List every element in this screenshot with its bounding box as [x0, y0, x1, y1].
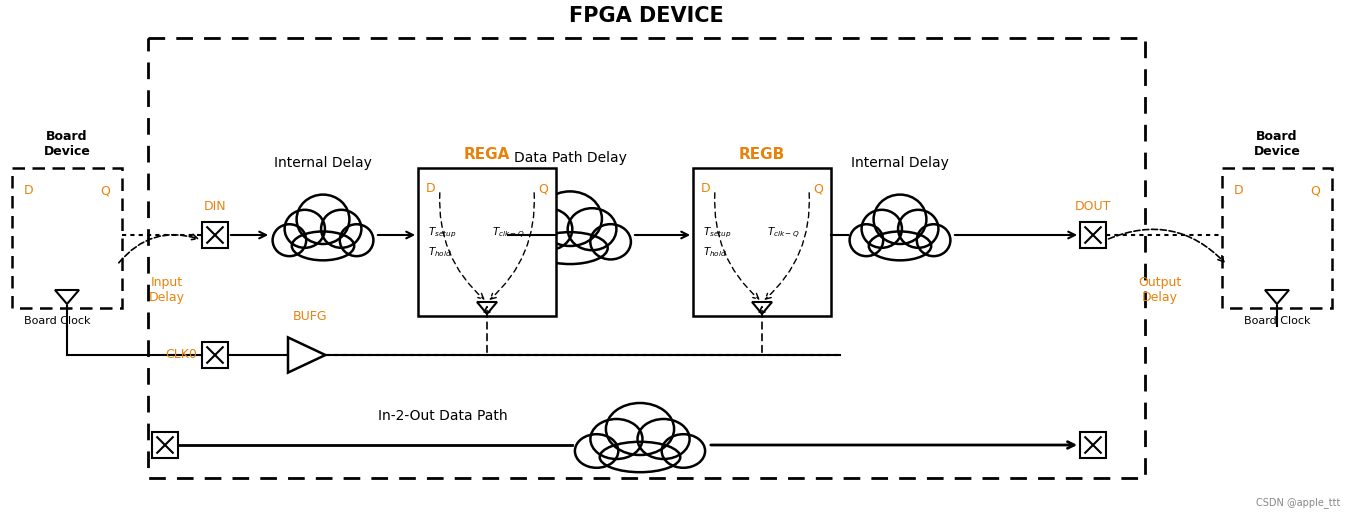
Ellipse shape — [285, 210, 325, 248]
Ellipse shape — [590, 224, 630, 260]
Text: D: D — [24, 184, 34, 197]
Ellipse shape — [861, 210, 902, 248]
Ellipse shape — [599, 442, 680, 472]
Ellipse shape — [662, 434, 705, 468]
Bar — [148, 38, 1145, 478]
Text: Input
Delay: Input Delay — [148, 276, 185, 304]
Text: $T_{setup}$: $T_{setup}$ — [703, 226, 732, 240]
Text: D: D — [701, 182, 710, 195]
Ellipse shape — [873, 195, 926, 244]
Ellipse shape — [606, 403, 674, 455]
Text: Data Path Delay: Data Path Delay — [513, 151, 626, 165]
Ellipse shape — [340, 224, 374, 256]
Text: FPGA DEVICE: FPGA DEVICE — [570, 6, 724, 26]
Text: $T_{hold}$: $T_{hold}$ — [428, 245, 452, 259]
Ellipse shape — [869, 221, 931, 255]
Ellipse shape — [321, 210, 362, 248]
Text: CSDN @apple_ttt: CSDN @apple_ttt — [1256, 497, 1341, 508]
Bar — [202, 222, 228, 248]
Ellipse shape — [637, 419, 690, 459]
Ellipse shape — [539, 191, 602, 246]
Ellipse shape — [575, 434, 618, 468]
Text: Board: Board — [1257, 130, 1297, 143]
Text: CLK0: CLK0 — [165, 348, 197, 362]
Ellipse shape — [273, 224, 306, 256]
Text: DIN: DIN — [204, 200, 227, 213]
Bar — [153, 432, 178, 458]
Ellipse shape — [898, 210, 938, 248]
Ellipse shape — [532, 232, 608, 264]
Text: Internal Delay: Internal Delay — [850, 156, 949, 170]
Polygon shape — [288, 337, 325, 373]
Bar — [202, 342, 228, 368]
Bar — [12, 168, 122, 308]
Ellipse shape — [524, 208, 572, 250]
Ellipse shape — [292, 232, 354, 261]
Ellipse shape — [917, 224, 950, 256]
Text: Board Clock: Board Clock — [24, 316, 90, 326]
Text: Device: Device — [43, 145, 90, 158]
Text: REGA: REGA — [464, 147, 510, 162]
Ellipse shape — [869, 232, 931, 261]
Ellipse shape — [509, 224, 549, 260]
Ellipse shape — [590, 419, 643, 459]
Ellipse shape — [292, 221, 354, 255]
Text: $T_{hold}$: $T_{hold}$ — [703, 245, 728, 259]
Text: In-2-Out Data Path: In-2-Out Data Path — [378, 409, 508, 423]
Text: Device: Device — [1254, 145, 1300, 158]
Text: REGB: REGB — [738, 147, 786, 162]
Text: Board: Board — [46, 130, 88, 143]
Text: Output
Delay: Output Delay — [1138, 276, 1181, 304]
Text: Q: Q — [539, 182, 548, 195]
Ellipse shape — [297, 195, 350, 244]
Ellipse shape — [532, 221, 608, 259]
Text: Internal Delay: Internal Delay — [274, 156, 373, 170]
Bar — [1080, 222, 1106, 248]
Bar — [418, 168, 556, 316]
Text: Q: Q — [100, 184, 109, 197]
Text: $T_{clk-Q}$: $T_{clk-Q}$ — [491, 225, 525, 240]
Bar — [693, 168, 832, 316]
Text: D: D — [427, 182, 436, 195]
Ellipse shape — [599, 431, 680, 467]
Bar — [1080, 432, 1106, 458]
Text: Q: Q — [813, 182, 823, 195]
Ellipse shape — [568, 208, 617, 250]
Text: D: D — [1234, 184, 1243, 197]
Text: DOUT: DOUT — [1075, 200, 1111, 213]
Text: $T_{clk-Q}$: $T_{clk-Q}$ — [767, 225, 801, 240]
Ellipse shape — [849, 224, 883, 256]
Text: BUFG: BUFG — [293, 310, 327, 323]
Bar — [1222, 168, 1332, 308]
Text: Board Clock: Board Clock — [1243, 316, 1311, 326]
Text: $T_{setup}$: $T_{setup}$ — [428, 226, 456, 240]
Text: Q: Q — [1310, 184, 1320, 197]
